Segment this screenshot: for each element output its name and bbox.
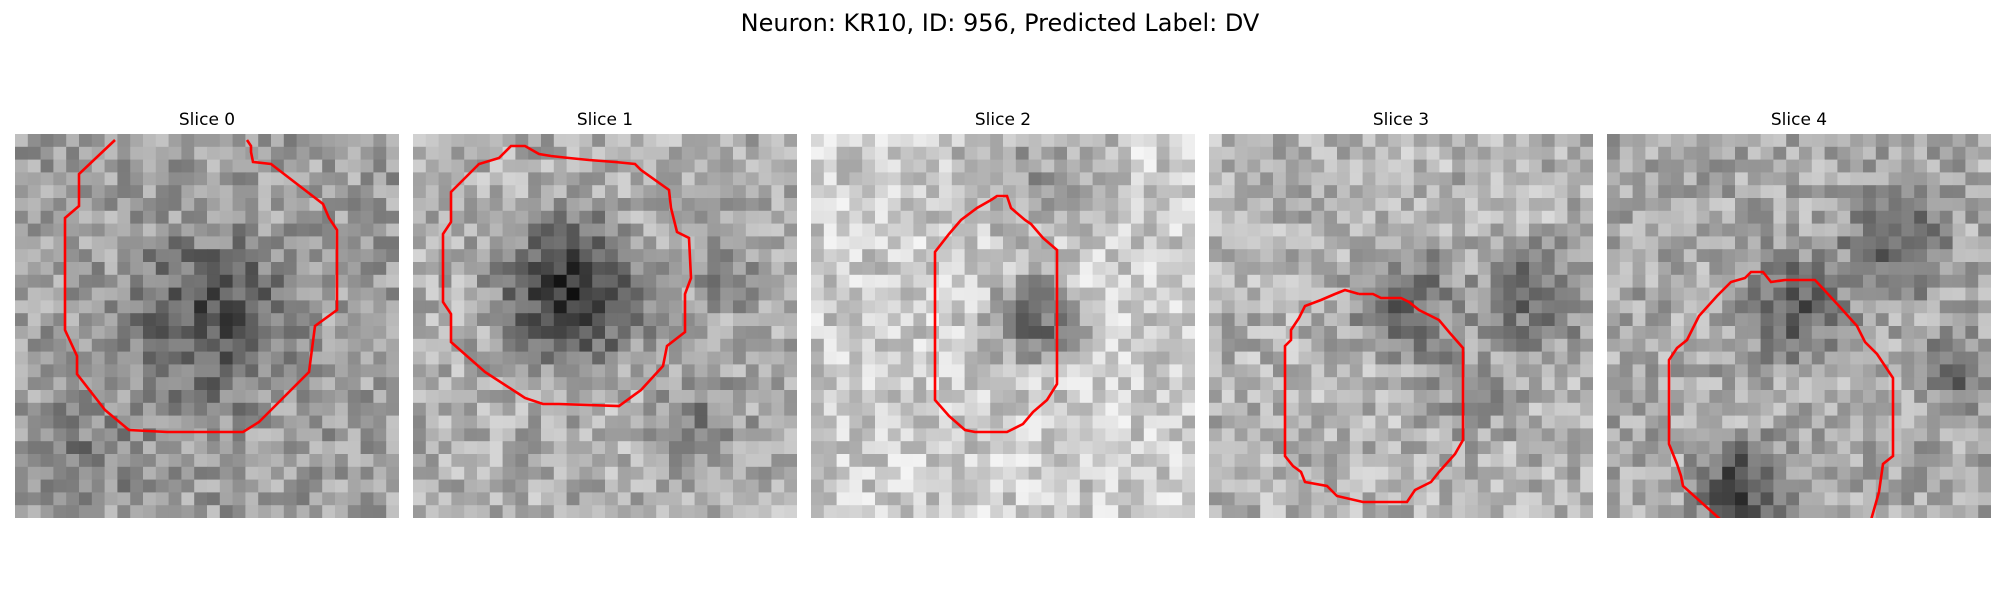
slice-panel-2: Slice 2 [811, 110, 1195, 520]
slice-image [1607, 134, 1991, 518]
roi-contour [933, 194, 1059, 434]
figure-title: Neuron: KR10, ID: 956, Predicted Label: … [740, 9, 1260, 37]
slice-title: Slice 1 [576, 110, 634, 130]
slice-title: Slice 3 [1372, 110, 1430, 130]
slice-panel-4: Slice 4 [1607, 110, 1991, 520]
roi-contour [63, 139, 339, 434]
slice-panel-0: Slice 0 [15, 110, 399, 520]
grayscale-patch [15, 134, 399, 518]
slice-panel-1: Slice 1 [413, 110, 797, 520]
grayscale-patch [1209, 134, 1593, 518]
grayscale-patch [811, 134, 1195, 518]
grayscale-patch [413, 134, 797, 518]
roi-contour [1667, 270, 1895, 518]
slice-image [15, 134, 399, 518]
slice-image [1209, 134, 1593, 518]
slice-image [413, 134, 797, 518]
slice-title: Slice 0 [178, 110, 236, 130]
slice-title: Slice 2 [974, 110, 1032, 130]
slice-title: Slice 4 [1770, 110, 1828, 130]
slice-image [811, 134, 1195, 518]
grayscale-patch [1607, 134, 1991, 518]
roi-contour [1283, 288, 1465, 504]
roi-contour [441, 144, 693, 408]
slice-panel-3: Slice 3 [1209, 110, 1593, 520]
